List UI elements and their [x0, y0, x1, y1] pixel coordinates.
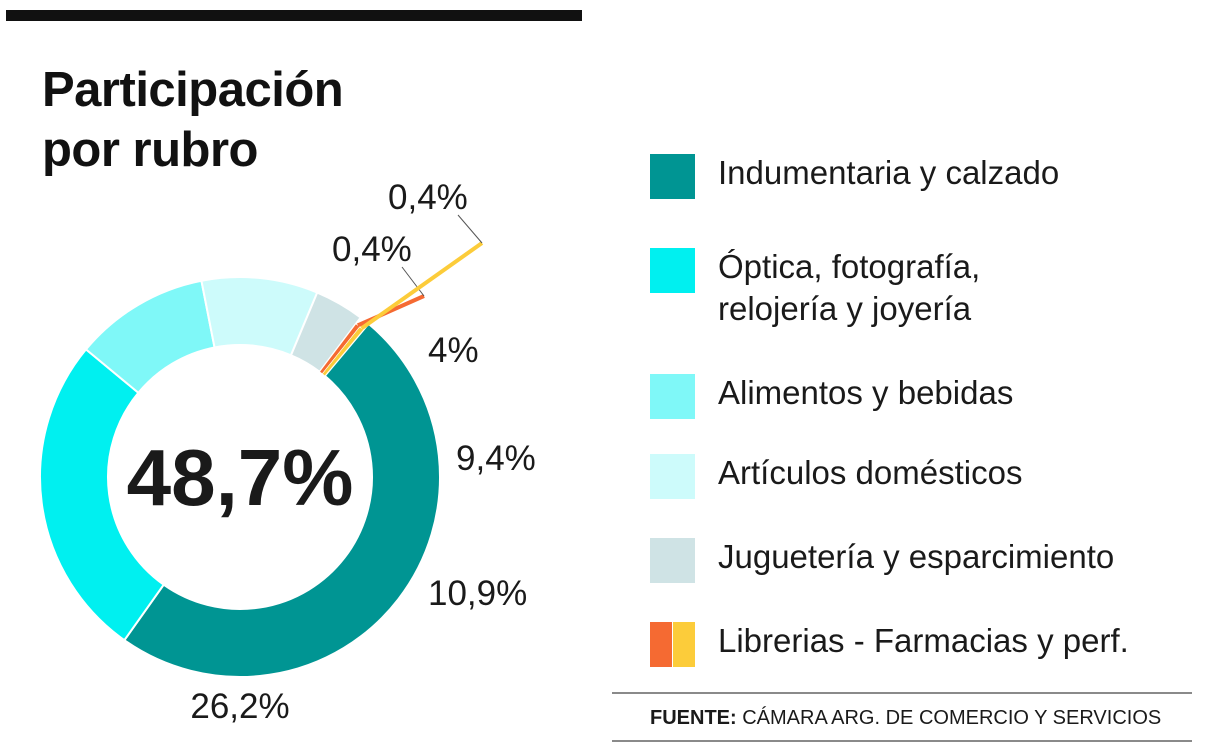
legend-label-line: Óptica, fotografía, — [718, 248, 981, 285]
legend-label: Artículos domésticos — [718, 452, 1022, 494]
source-label: FUENTE: — [650, 707, 737, 729]
source-rule-bottom — [612, 740, 1192, 742]
data-label-articulos-domesticos: 9,4% — [456, 439, 536, 478]
leader-tick-farmacias-y-perf — [457, 214, 483, 244]
slice-optica-fotografia-relojeria-y-joyeria — [39, 347, 166, 642]
legend-swatch — [650, 622, 695, 667]
leader-farmacias-y-perf — [360, 241, 484, 331]
leader-tick-librerias — [401, 266, 425, 297]
legend-label: Óptica, fotografía, relojería y joyería — [718, 246, 980, 330]
legend-swatch — [650, 374, 695, 419]
legend-item: Óptica, fotografía, relojería y joyería — [650, 242, 1190, 327]
data-label-alimentos-y-bebidas: 10,9% — [428, 574, 527, 613]
legend-item: Indumentaria y calzado — [650, 152, 1190, 222]
legend-swatch — [650, 248, 695, 293]
legend-item: Alimentos y bebidas — [650, 372, 1190, 442]
legend-label: Librerias - Farmacias y perf. — [718, 620, 1129, 662]
legend-label-line: Alimentos y bebidas — [718, 374, 1014, 411]
source-rule-top — [612, 692, 1192, 694]
legend-label-line: Juguetería y esparcimiento — [718, 538, 1115, 575]
legend-label-line: Librerias - Farmacias y perf. — [718, 622, 1129, 659]
source-note: FUENTE: CÁMARA ARG. DE COMERCIO Y SERVIC… — [650, 704, 1161, 732]
data-label-librerias: 0,4% — [332, 230, 412, 269]
legend-swatch — [650, 538, 695, 583]
legend-label-line: relojería y joyería — [718, 290, 972, 327]
chart-title-line-1: Participación — [42, 63, 344, 117]
source-text: CÁMARA ARG. DE COMERCIO Y SERVICIOS — [736, 707, 1162, 729]
legend-label: Alimentos y bebidas — [718, 372, 1013, 414]
legend-label-line: Artículos domésticos — [718, 454, 1023, 491]
legend-label-line: Indumentaria y calzado — [718, 154, 1060, 191]
leader-librerias — [356, 294, 425, 328]
donut-chart: 26,2% 10,9% 9,4% 4% 0,4% 0,4% 48,7% — [39, 178, 536, 726]
chart-title: Participación por rubro — [42, 60, 344, 180]
chart-title-line-2: por rubro — [42, 123, 258, 177]
legend-label: Indumentaria y calzado — [718, 152, 1059, 194]
legend-item: Artículos domésticos — [650, 452, 1190, 522]
legend-item: Librerias - Farmacias y perf. — [650, 620, 1190, 690]
legend-swatch — [650, 154, 695, 199]
center-label: 48,7% — [127, 433, 354, 522]
data-label-farmacias-y-perf: 0,4% — [388, 178, 468, 217]
legend-item: Juguetería y esparcimiento — [650, 536, 1190, 606]
legend-swatch-part — [650, 622, 672, 667]
top-rule — [6, 10, 582, 21]
slice-farmacias-y-perf — [321, 326, 364, 377]
legend-swatch — [650, 454, 695, 499]
legend-swatch-part — [673, 622, 695, 667]
legend-label: Juguetería y esparcimiento — [718, 536, 1114, 578]
data-label-jugueteria-y-esparcimiento: 4% — [428, 331, 479, 370]
slice-indumentaria-y-calzado — [122, 322, 441, 678]
data-label-optica-fotografia-relojeria-y-joyeria: 26,2% — [190, 687, 289, 726]
